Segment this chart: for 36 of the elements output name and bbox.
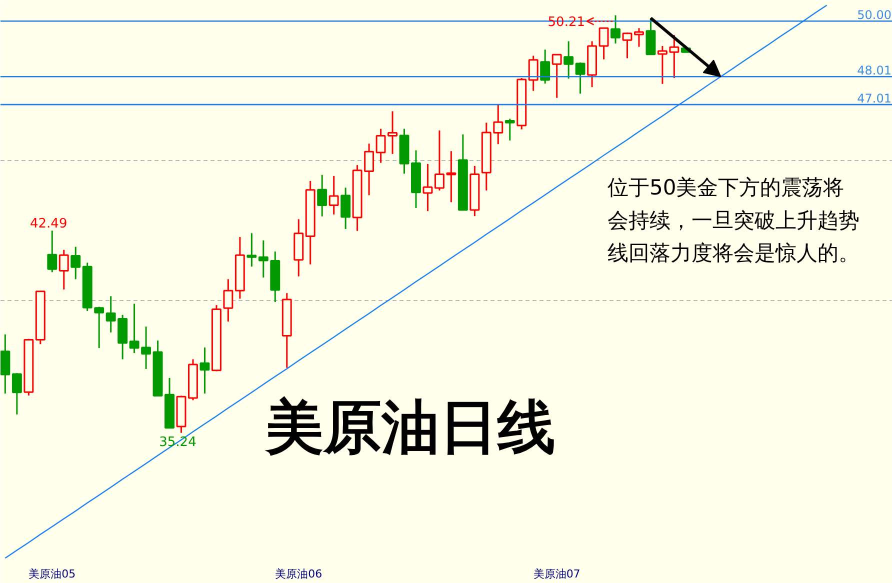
candlestick [200, 346, 210, 394]
candlestick [540, 48, 550, 84]
candlestick [388, 110, 398, 155]
candlestick [70, 246, 81, 280]
candlestick [422, 163, 433, 212]
candlestick [622, 32, 632, 59]
ref-line-label: 50.00 [857, 8, 892, 22]
ref-line-label: 48.01 [857, 64, 892, 78]
ref-line-label: 47.01 [857, 92, 892, 106]
candlestick [598, 27, 609, 60]
x-tick-label: 美原油07 [533, 568, 580, 580]
candlestick [340, 186, 351, 230]
candlestick [504, 118, 515, 142]
candlestick [12, 372, 22, 416]
candlestick [258, 240, 268, 278]
candlestick [317, 174, 328, 218]
annotation: 42.49 [30, 216, 68, 232]
candlestick [58, 249, 69, 290]
candlestick [634, 27, 644, 48]
candlestick [575, 62, 586, 94]
annotation: 位于50美金下方的震荡将会持续，一旦突破上升趋势线回落力度将会是惊人的。 [608, 176, 860, 265]
candlestick [47, 230, 58, 273]
x-tick-label: 美原油06 [275, 568, 322, 580]
candlestick [94, 306, 104, 349]
candlestick [564, 40, 574, 80]
candlestick [376, 128, 386, 164]
candlestick [646, 17, 656, 56]
text: 美原油日线 [264, 392, 556, 461]
candlestick [552, 54, 562, 99]
x-tick-label: 美原油05 [28, 568, 76, 580]
candlestick [528, 54, 538, 92]
candlestick [610, 14, 620, 44]
candlestick [0, 334, 10, 394]
candlestick [328, 175, 339, 216]
candlestick [223, 278, 234, 322]
candlestick [246, 232, 257, 268]
